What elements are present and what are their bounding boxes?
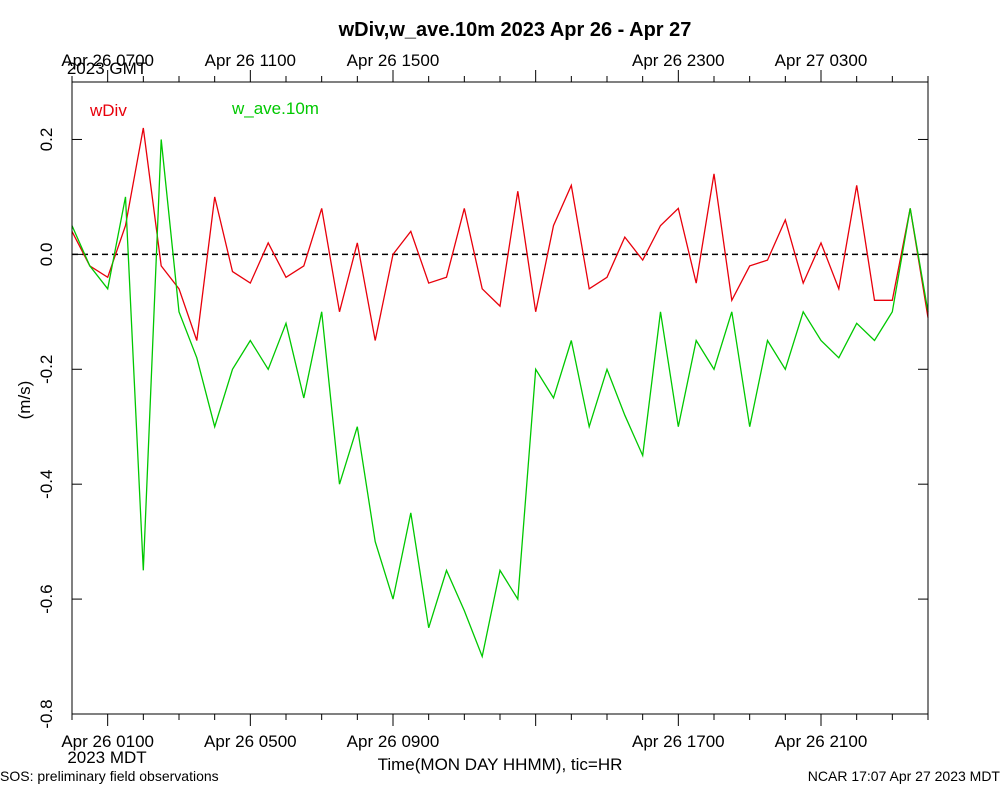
bottom-axis-labels: Apr 26 0100 Apr 26 0500 Apr 26 0900 Apr 26 … (61, 732, 867, 751)
y-tick-label: -0.4 (37, 470, 56, 499)
legend-entry-wdiv: wDiv (89, 101, 127, 120)
x-tick-label-top: Apr 26 0700 (61, 51, 154, 70)
x-tick-label-top: Apr 26 2300 (632, 51, 725, 70)
top-axis-labels: Apr 26 0700 Apr 26 1100 Apr 26 1500 Apr 26 … (61, 51, 867, 70)
series-line-wdiv (71, 127, 929, 341)
series-line-w-ave-10m (71, 139, 929, 659)
y-axis-label: (m/s) (15, 381, 34, 420)
x-tick-label-bottom: Apr 26 0900 (347, 732, 440, 751)
x-tick-label-top: Apr 27 0300 (775, 51, 868, 70)
y-tick-label: 0.2 (37, 128, 56, 152)
y-tick-label: 0.0 (37, 243, 56, 267)
x-axis-ticks (71, 70, 929, 726)
bottom-axis-timezone-label: 2023 MDT (67, 748, 146, 767)
y-tick-label: -0.2 (37, 355, 56, 384)
y-axis-ticks: -0.8 -0.6 -0.4 -0.2 0.0 0.2 (37, 128, 928, 729)
x-axis-label: Time(MON DAY HHMM), tic=HR (378, 755, 623, 774)
x-tick-label-top: Apr 26 1500 (347, 51, 440, 70)
x-tick-label-bottom: Apr 26 1700 (632, 732, 725, 751)
x-tick-label-bottom: Apr 26 0100 (61, 732, 154, 751)
series-lines (71, 127, 929, 659)
y-tick-label: -0.8 (37, 699, 56, 728)
footer-left: SOS: preliminary field observations (0, 768, 219, 784)
x-tick-label-bottom: Apr 26 0500 (204, 732, 297, 751)
plot-frame (71, 81, 929, 715)
x-tick-label-top: Apr 26 1100 (205, 51, 296, 70)
top-axis-timezone-label: 2023 GMT (67, 59, 147, 78)
x-tick-label-bottom: Apr 26 2100 (775, 732, 868, 751)
legend-entry-w-ave-10m: w_ave.10m (231, 99, 319, 118)
y-tick-label: -0.6 (37, 584, 56, 613)
chart-title: wDiv,w_ave.10m 2023 Apr 26 - Apr 27 (338, 19, 692, 41)
footer-right: NCAR 17:07 Apr 27 2023 MDT (808, 768, 1000, 784)
